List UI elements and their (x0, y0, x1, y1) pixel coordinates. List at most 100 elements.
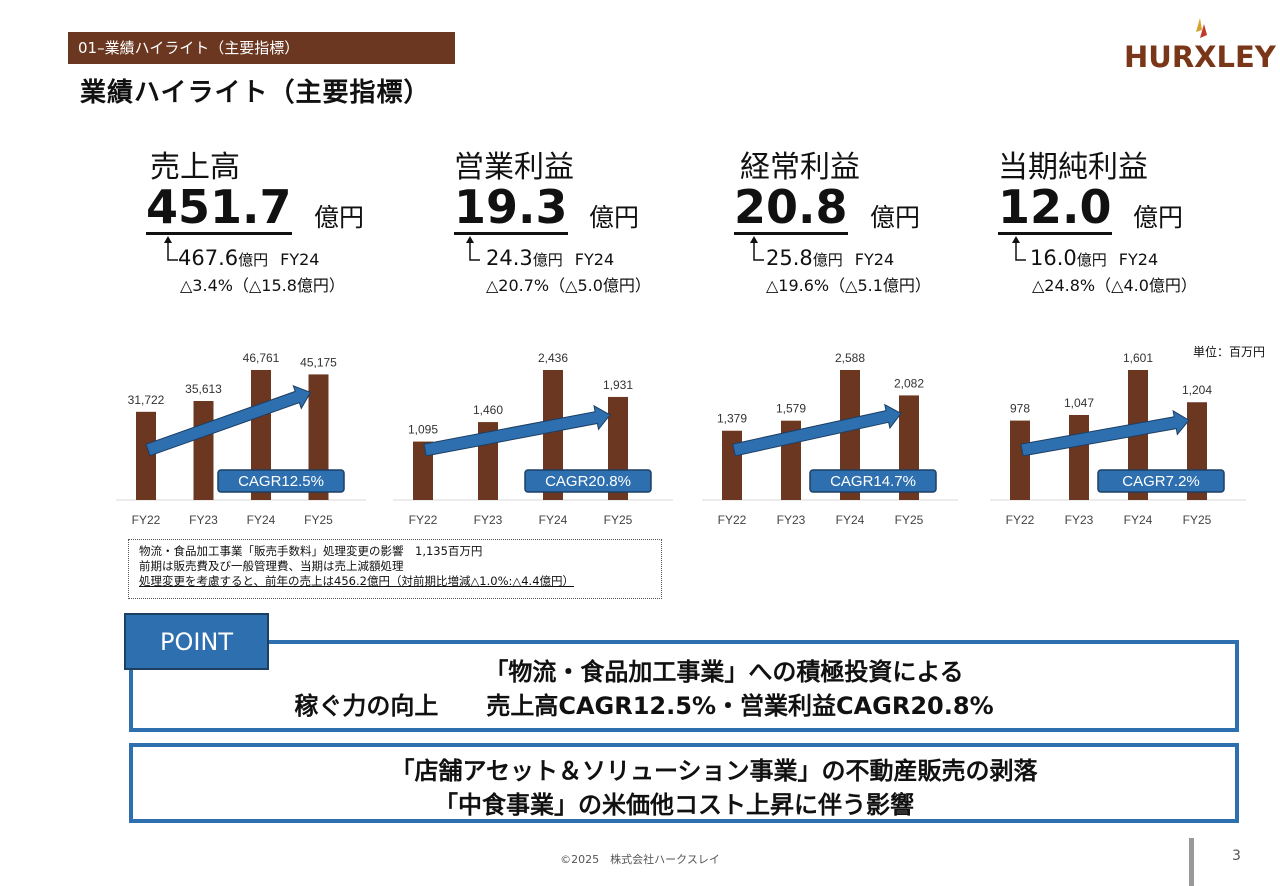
x-tick-label: FY22 (718, 513, 747, 527)
bar-value-label: 45,175 (300, 355, 337, 369)
bar (1010, 420, 1030, 500)
trend-arrow (732, 403, 902, 457)
kpi-label: 売上高 (150, 150, 240, 185)
section-tag: 01–業績ハイライト（主要指標） (68, 32, 455, 64)
bar-value-label: 31,722 (128, 393, 165, 407)
prev-value: 25.8 (766, 246, 813, 270)
x-tick-label: FY25 (1183, 513, 1212, 527)
kpi-unit: 億円 (1133, 203, 1184, 232)
issues-box: 「店舗アセット＆ソリューション事業」の不動産販売の剥落 「中食事業」の米価他コス… (129, 743, 1239, 823)
chart-net-income: 978 FY22 1,047 FY23 1,601 FY24 1,204 FY25 CAGR7.… (990, 351, 1246, 527)
bar (413, 441, 433, 500)
prev-period: FY24 (574, 250, 615, 269)
company-logo: HURXLEY (1118, 12, 1276, 76)
bar-value-label: 1,379 (717, 412, 747, 426)
kpi-previous: 25.8億円 FY24 (766, 246, 894, 270)
prev-period: FY24 (854, 250, 895, 269)
prev-unit: 億円 (238, 251, 269, 269)
kpi-value: 451.7 (146, 180, 292, 235)
x-tick-label: FY25 (604, 513, 633, 527)
prev-unit: 億円 (532, 251, 563, 269)
issues-line-2: 「中食事業」の米価他コスト上昇に伴う影響 (434, 791, 914, 819)
up-arrow-icon (466, 236, 480, 261)
x-tick-label: FY25 (304, 513, 333, 527)
prev-value: 467.6 (178, 246, 239, 270)
bar (193, 400, 214, 500)
cagr-label: CAGR14.7% (830, 473, 916, 490)
x-tick-label: FY23 (1065, 513, 1094, 527)
point-box: 「物流・食品加工事業」への積極投資による 稼ぐ力の向上 売上高CAGR12.5%… (129, 640, 1239, 732)
x-tick-label: FY24 (539, 513, 568, 527)
issues-line-1: 「店舗アセット＆ソリューション事業」の不動産販売の剥落 (390, 757, 1038, 785)
kpi-unit: 億円 (589, 203, 640, 232)
page-number: 3 (1232, 848, 1241, 864)
bar-value-label: 2,436 (538, 351, 568, 365)
prev-period: FY24 (1118, 250, 1159, 269)
x-tick-label: FY25 (895, 513, 924, 527)
bar-value-label: 978 (1010, 402, 1030, 416)
copyright: ©2025 株式会社ハークスレイ (560, 853, 720, 866)
x-tick-label: FY24 (1124, 513, 1153, 527)
chart-operating-profit: 1,095 FY22 1,460 FY23 2,436 FY24 1,931 FY25 CAGR… (393, 351, 673, 527)
kpi-change: △20.7%（△5.0億円） (486, 276, 651, 295)
bar (308, 374, 329, 500)
cagr-label: CAGR20.8% (545, 473, 631, 490)
bar-value-label: 2,588 (835, 351, 865, 365)
kpi-value: 20.8 (734, 180, 848, 235)
x-tick-label: FY23 (777, 513, 806, 527)
prev-value: 24.3 (486, 246, 533, 270)
kpi-unit: 億円 (314, 203, 365, 232)
cagr-box (524, 469, 652, 493)
cagr-box (1097, 469, 1225, 493)
x-tick-label: FY23 (474, 513, 503, 527)
bar (1069, 414, 1089, 500)
logo-text: HURXLEY (1124, 40, 1276, 74)
point-tag: POINT (124, 613, 269, 670)
trend-arrow (1020, 409, 1190, 457)
kpi-label: 経常利益 (740, 150, 860, 185)
bar-value-label: 1,095 (408, 423, 438, 437)
x-tick-label: FY22 (409, 513, 438, 527)
prev-unit: 億円 (1076, 251, 1107, 269)
trend-arrow (145, 384, 312, 457)
bar (136, 411, 156, 500)
prev-value: 16.0 (1030, 246, 1077, 270)
kpi-label: 当期純利益 (998, 150, 1148, 185)
kpi-change: △24.8%（△4.0億円） (1032, 276, 1197, 295)
page-title: 業績ハイライト（主要指標） (80, 78, 431, 108)
kpi-previous: 24.3億円 FY24 (486, 246, 614, 270)
x-tick-label: FY24 (247, 513, 276, 527)
kpi-change: △19.6%（△5.1億円） (766, 276, 931, 295)
kpi-value: 19.3 (454, 180, 568, 235)
chart-ordinary-profit: 1,379 FY22 1,579 FY23 2,588 FY24 2,082 FY25 CAGR… (702, 351, 958, 527)
bar-value-label: 1,204 (1182, 383, 1212, 397)
bar (543, 370, 563, 500)
kpi-value: 12.0 (998, 180, 1112, 235)
note-box: 物流・食品加工事業「販売手数料」処理変更の影響 1,135百万円 前期は販売費及… (128, 539, 662, 599)
bar (722, 430, 742, 500)
prev-unit: 億円 (812, 251, 843, 269)
bar-value-label: 46,761 (243, 351, 280, 365)
up-arrow-icon (750, 236, 764, 261)
bar-value-label: 35,613 (185, 382, 222, 396)
bar-value-label: 1,460 (473, 403, 503, 417)
prev-period: FY24 (280, 250, 320, 269)
point-line-2: 稼ぐ力の向上 売上高CAGR12.5%・営業利益CAGR20.8% (294, 692, 994, 720)
unit-note: 単位：百万円 (1193, 345, 1266, 359)
note-line: 物流・食品加工事業「販売手数料」処理変更の影響 1,135百万円 (139, 544, 483, 558)
logo-flame-icon (1196, 18, 1207, 38)
kpi-change: △3.4%（△15.8億円） (180, 276, 345, 295)
kpi-previous: 467.6億円 FY24 (178, 246, 319, 270)
bar-value-label: 1,931 (603, 378, 633, 392)
bar (840, 370, 860, 500)
trend-arrow (423, 404, 611, 457)
x-tick-label: FY24 (836, 513, 865, 527)
bar-value-label: 1,579 (776, 402, 806, 416)
kpi-previous: 16.0億円 FY24 (1030, 246, 1158, 270)
chart-sales: 31,722 FY22 35,613 FY23 46,761 FY24 45,175 FY25… (116, 351, 366, 527)
page-divider (1189, 838, 1194, 886)
point-line-1: 「物流・食品加工事業」への積極投資による (484, 658, 964, 686)
cagr-box (809, 469, 937, 493)
note-line: 前期は販売費及び一般管理費、当期は売上減額処理 (139, 559, 404, 573)
x-tick-label: FY22 (132, 513, 161, 527)
